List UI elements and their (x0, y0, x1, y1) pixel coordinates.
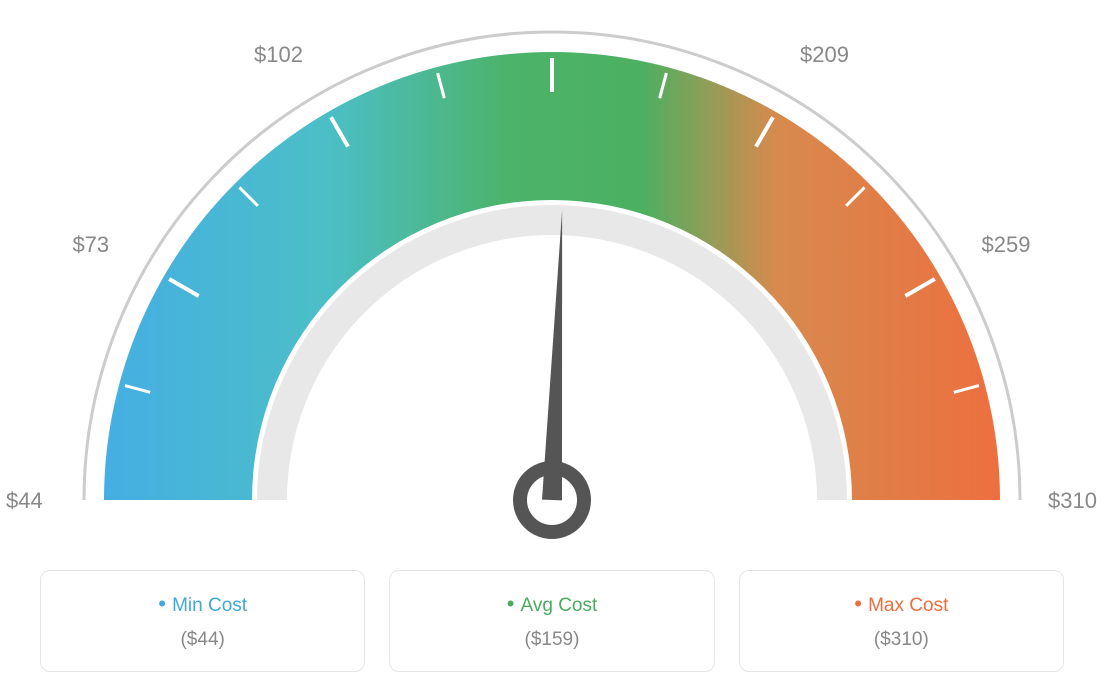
legend-min-title: Min Cost (51, 591, 354, 617)
scale-label: $159 (530, 0, 579, 2)
legend-avg-title: Avg Cost (400, 591, 703, 617)
legend-row: Min Cost ($44) Avg Cost ($159) Max Cost … (0, 570, 1104, 672)
legend-max-title: Max Cost (750, 591, 1053, 617)
scale-label: $310 (1048, 488, 1097, 514)
legend-min-card: Min Cost ($44) (40, 570, 365, 672)
scale-label: $73 (72, 232, 109, 258)
scale-label: $259 (982, 232, 1031, 258)
scale-label: $209 (800, 42, 849, 68)
gauge-chart: $44 $73 $102 $159 $209 $259 $310 (0, 0, 1104, 560)
gauge-svg (0, 0, 1104, 560)
scale-label: $44 (6, 488, 43, 514)
scale-label: $102 (254, 42, 303, 68)
legend-avg-value: ($159) (400, 629, 703, 651)
legend-avg-card: Avg Cost ($159) (389, 570, 714, 672)
legend-max-card: Max Cost ($310) (739, 570, 1064, 672)
legend-min-value: ($44) (51, 629, 354, 651)
legend-max-value: ($310) (750, 629, 1053, 651)
